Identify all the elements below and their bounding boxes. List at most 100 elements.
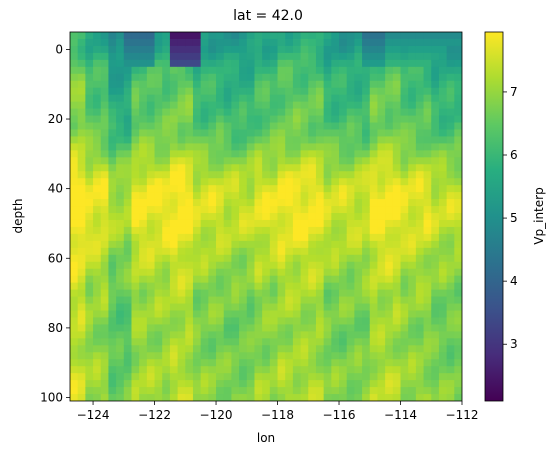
heatmap-cell	[292, 289, 302, 298]
heatmap-cell	[408, 254, 417, 263]
heatmap-cell	[269, 59, 279, 68]
heatmap-cell	[169, 94, 179, 103]
heatmap-cell	[346, 206, 355, 214]
heatmap-cell	[446, 345, 455, 353]
heatmap-cell	[323, 380, 332, 388]
heatmap-cell	[446, 73, 455, 82]
heatmap-cell	[192, 240, 202, 249]
heatmap-cell	[339, 185, 348, 193]
heatmap-cell	[131, 52, 140, 61]
heatmap-cell	[392, 122, 402, 131]
heatmap-cell	[169, 331, 179, 339]
heatmap-cell	[323, 359, 332, 367]
heatmap-cell	[131, 324, 140, 332]
heatmap-cell	[292, 38, 302, 47]
heatmap-cell	[277, 108, 286, 117]
heatmap-cell	[300, 136, 309, 144]
heatmap-cell	[223, 164, 233, 172]
heatmap-cell	[339, 303, 348, 312]
heatmap-cell	[123, 94, 133, 103]
y-tick-label: 40	[48, 182, 63, 196]
heatmap-cell	[339, 345, 348, 353]
heatmap-cell	[446, 240, 455, 249]
heatmap-cell	[400, 178, 409, 186]
heatmap-cell	[423, 331, 432, 339]
heatmap-cell	[315, 247, 325, 256]
heatmap-cell	[408, 213, 417, 221]
heatmap-cell	[146, 296, 156, 305]
heatmap-cell	[93, 59, 102, 68]
heatmap-cell	[154, 226, 163, 235]
heatmap-cell	[431, 282, 440, 291]
heatmap-cell	[400, 275, 409, 284]
heatmap-cell	[408, 338, 417, 346]
heatmap-cell	[269, 206, 279, 214]
heatmap-cell	[454, 338, 462, 346]
heatmap-cell	[223, 233, 233, 242]
heatmap-cell	[292, 380, 302, 388]
heatmap-cell	[70, 178, 79, 186]
heatmap-cell	[277, 32, 286, 40]
heatmap-cell	[339, 66, 348, 75]
heatmap-cell	[446, 380, 455, 388]
heatmap-cell	[362, 136, 371, 144]
heatmap-cell	[285, 80, 294, 89]
heatmap-cell	[408, 380, 417, 388]
heatmap-cell	[123, 171, 133, 179]
heatmap-cell	[308, 338, 317, 346]
heatmap-cell	[239, 73, 248, 82]
heatmap-cell	[454, 108, 462, 117]
heatmap-cell	[362, 338, 371, 346]
heatmap-cell	[369, 373, 379, 381]
heatmap-cell	[362, 247, 371, 256]
heatmap-cell	[446, 122, 455, 131]
heatmap-cell	[408, 171, 417, 179]
heatmap-cell	[223, 101, 233, 110]
heatmap-cell	[300, 324, 309, 332]
heatmap-cell	[292, 317, 302, 326]
heatmap-cell	[100, 219, 110, 228]
heatmap-cell	[423, 52, 432, 61]
heatmap-cell	[100, 199, 110, 207]
heatmap-cell	[77, 247, 86, 256]
heatmap-cell	[139, 303, 148, 312]
heatmap-cell	[100, 226, 110, 235]
heatmap-cell	[77, 213, 86, 221]
heatmap-cell	[231, 136, 240, 144]
heatmap-cell	[362, 296, 371, 305]
heatmap-cell	[223, 387, 233, 395]
heatmap-cell	[246, 296, 256, 305]
heatmap-cell	[146, 240, 156, 249]
heatmap-cell	[362, 122, 371, 131]
heatmap-cell	[454, 101, 462, 110]
heatmap-cell	[254, 150, 263, 158]
heatmap-cell	[339, 73, 348, 82]
heatmap-cell	[277, 233, 286, 242]
heatmap-cell	[85, 80, 94, 89]
heatmap-cell	[277, 373, 286, 381]
heatmap-cell	[400, 247, 409, 256]
heatmap-cell	[292, 282, 302, 291]
heatmap-cell	[146, 45, 156, 54]
heatmap-cell	[223, 324, 233, 332]
heatmap-cell	[162, 275, 171, 284]
heatmap-cell	[346, 268, 355, 277]
heatmap-cell	[285, 59, 294, 68]
heatmap-cell	[239, 352, 248, 360]
heatmap-cell	[208, 219, 217, 228]
heatmap-cell	[423, 338, 432, 346]
heatmap-cell	[431, 192, 440, 200]
heatmap-cell	[369, 192, 379, 200]
heatmap-cell	[100, 122, 110, 131]
x-tick-label: −116	[323, 408, 356, 422]
heatmap-cell	[131, 87, 140, 96]
heatmap-cell	[292, 303, 302, 312]
heatmap-cell	[254, 185, 263, 193]
heatmap-cell	[377, 157, 386, 165]
heatmap-cell	[246, 108, 256, 117]
heatmap-cell	[377, 115, 386, 124]
heatmap-cell	[116, 143, 125, 151]
heatmap-cell	[369, 394, 379, 401]
heatmap-cell	[123, 324, 133, 332]
heatmap-cell	[254, 289, 263, 298]
